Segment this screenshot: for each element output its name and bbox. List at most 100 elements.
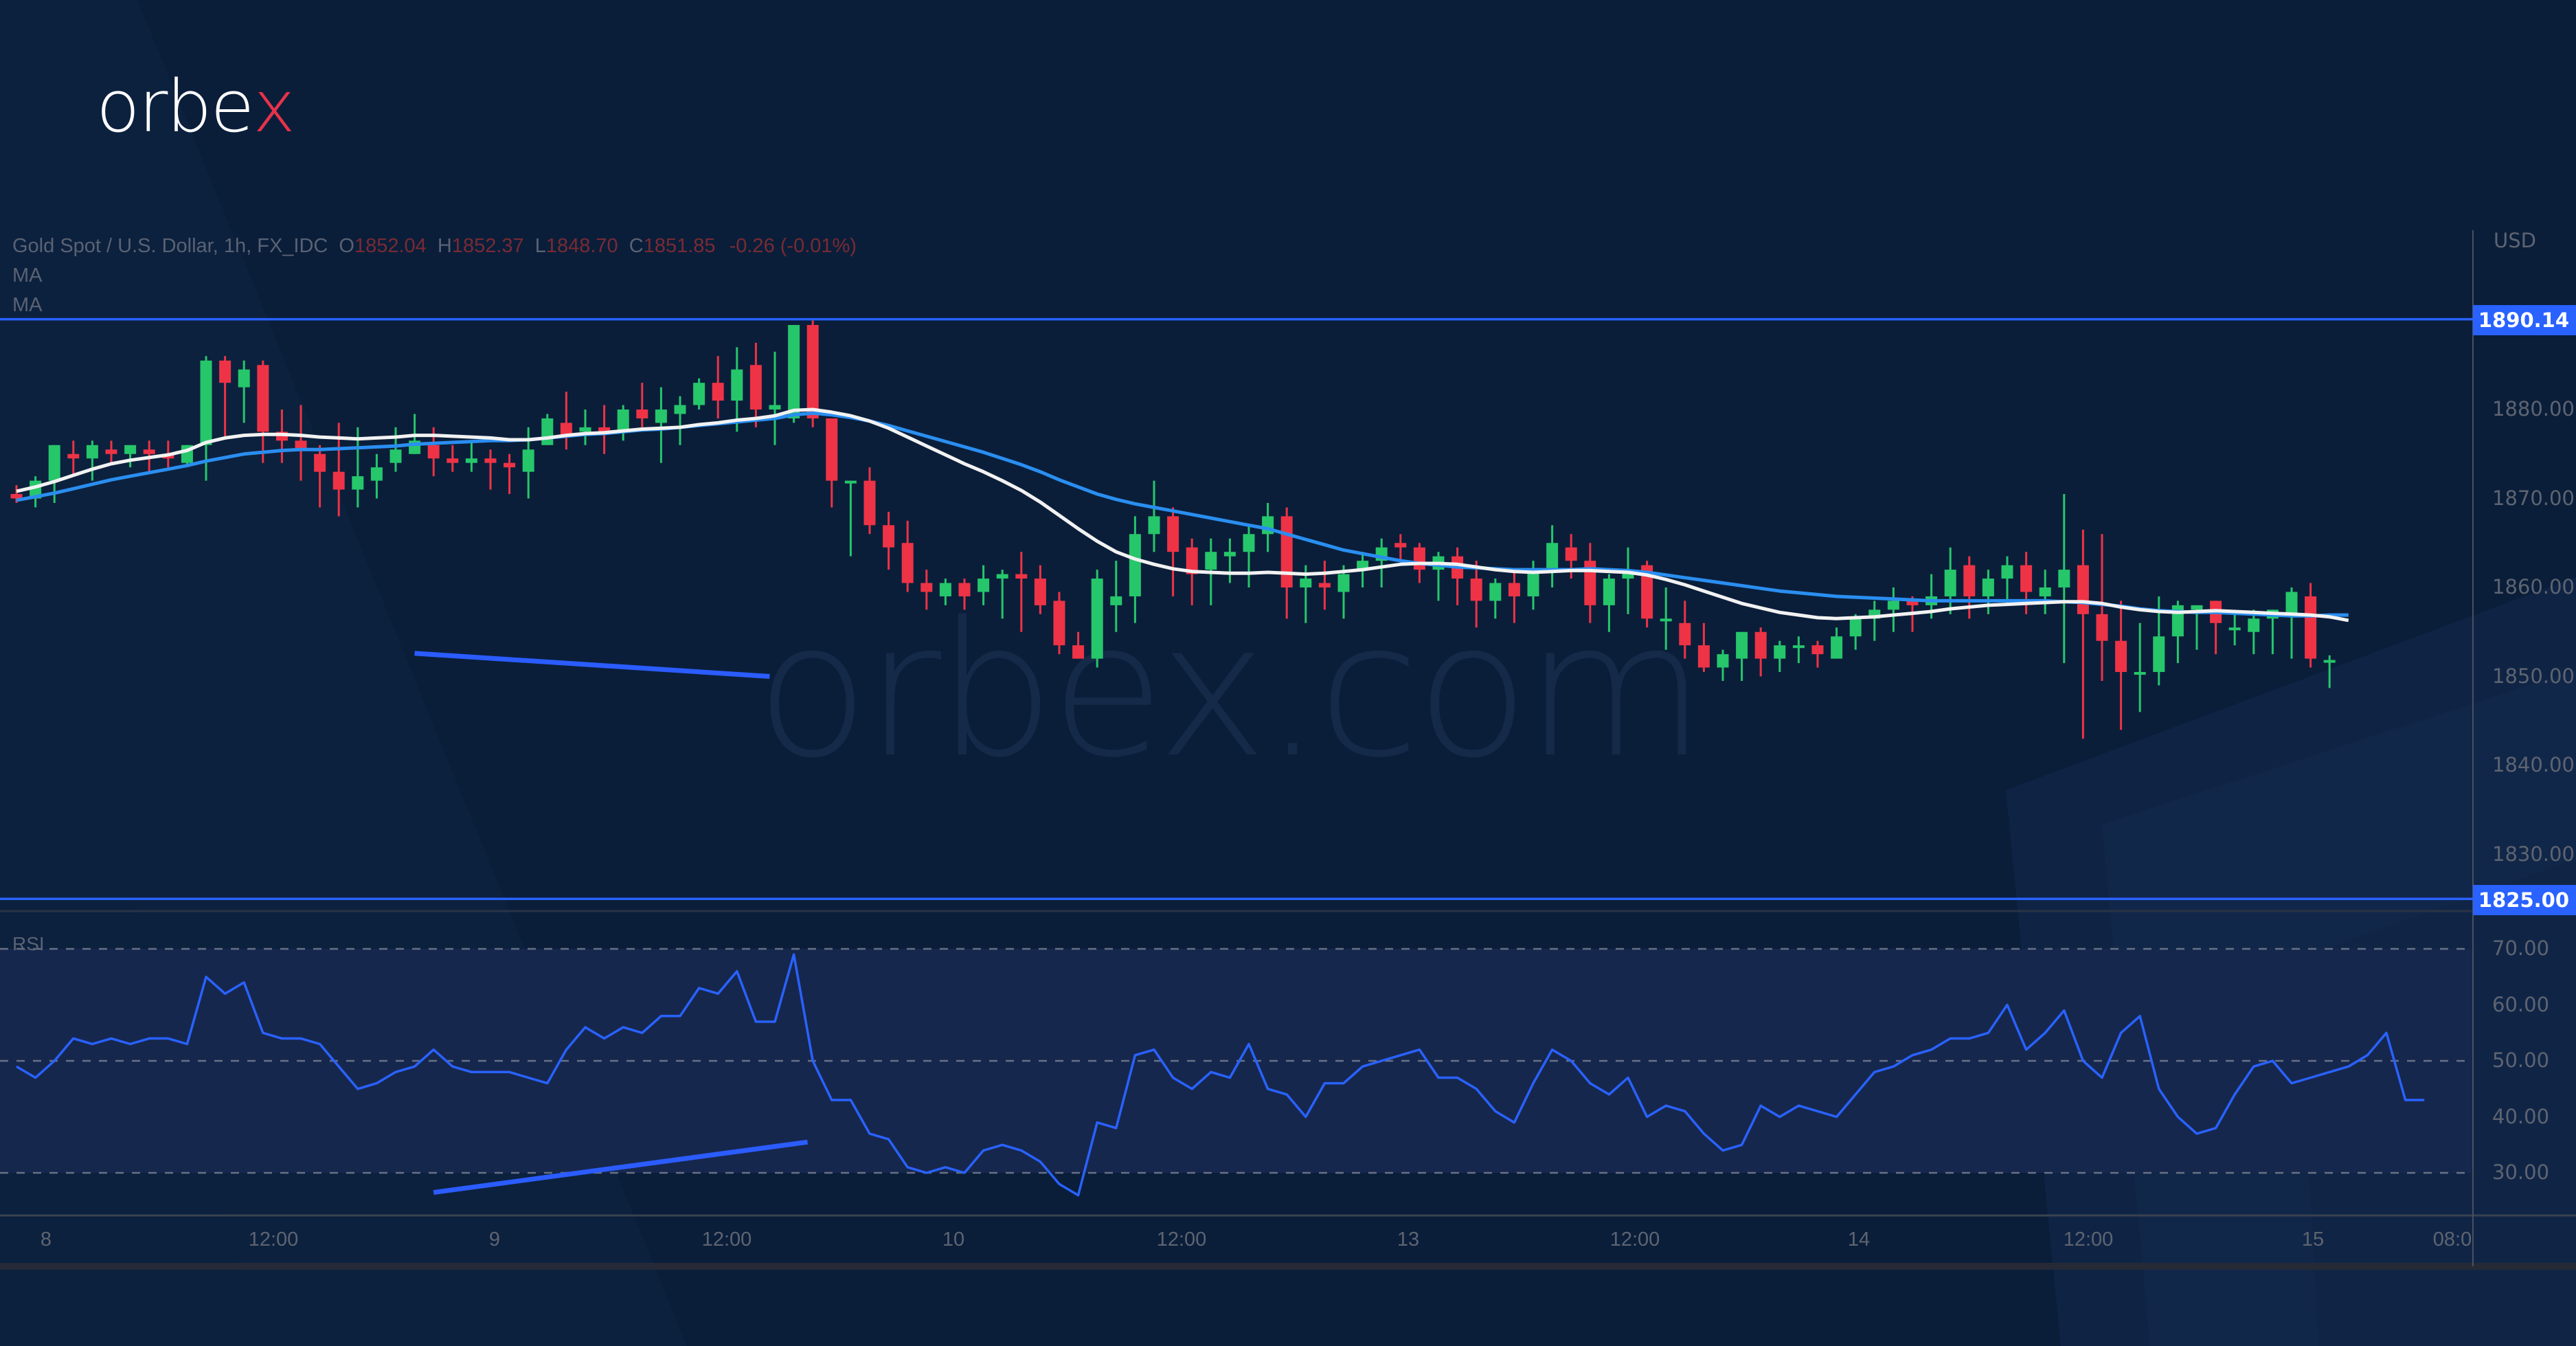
candle-down bbox=[447, 458, 459, 463]
candle-down bbox=[1470, 579, 1482, 601]
candle-up bbox=[2001, 565, 2013, 579]
time-tick: 12:00 bbox=[1156, 1229, 1207, 1250]
candle-down bbox=[143, 449, 155, 454]
candle-up bbox=[1660, 618, 1672, 622]
support-price-tag: 1825.00 bbox=[2473, 885, 2576, 915]
price-tick: 1840.00 bbox=[2492, 753, 2575, 776]
candle-up bbox=[238, 369, 250, 388]
price-tick: 1860.00 bbox=[2492, 575, 2575, 598]
rsi-tick: 30.00 bbox=[2492, 1160, 2550, 1184]
candle-up bbox=[2285, 592, 2298, 614]
indicator-ma-1[interactable]: MA bbox=[12, 265, 43, 287]
candle-down bbox=[427, 445, 440, 459]
candle-up bbox=[1982, 579, 1994, 596]
candle-down bbox=[1072, 645, 1085, 659]
candle-up bbox=[1489, 583, 1502, 601]
open-value: 1852.04 bbox=[354, 235, 427, 257]
symbol-title: Gold Spot / U.S. Dollar, 1h, FX_IDC bbox=[12, 235, 328, 257]
candle-down bbox=[2096, 614, 2108, 641]
time-tick: 12:00 bbox=[248, 1229, 299, 1250]
chart-legend: Gold Spot / U.S. Dollar, 1h, FX_IDC O185… bbox=[12, 232, 857, 320]
rsi-pane-label: RSI bbox=[12, 933, 45, 954]
rsi-tick: 60.00 bbox=[2492, 992, 2550, 1016]
candle-up bbox=[1736, 631, 1748, 659]
candle-down bbox=[1508, 583, 1520, 596]
candle-up bbox=[124, 445, 137, 454]
resistance-price-tag: 1890.14 bbox=[2473, 305, 2576, 335]
candle-down bbox=[67, 453, 80, 459]
candle-up bbox=[1831, 636, 1843, 659]
price-tick: 1830.00 bbox=[2492, 842, 2575, 866]
candle-down bbox=[636, 410, 648, 418]
candle-down bbox=[958, 583, 971, 596]
candle-down bbox=[257, 365, 269, 432]
candle-up bbox=[1792, 645, 1805, 649]
orbex-logo: orbe x bbox=[96, 65, 295, 148]
candle-down bbox=[332, 471, 345, 490]
price-tick: 1880.00 bbox=[2492, 397, 2575, 420]
time-tick: 15 bbox=[2301, 1229, 2325, 1250]
candle-up bbox=[1849, 618, 1862, 637]
candle-down bbox=[598, 427, 611, 432]
candle-up bbox=[1887, 601, 1899, 610]
candle-down bbox=[504, 462, 516, 468]
candle-down bbox=[1811, 645, 1824, 655]
low-value: 1848.70 bbox=[545, 235, 618, 257]
candle-down bbox=[2077, 565, 2089, 614]
candle-down bbox=[105, 449, 117, 454]
candle-up bbox=[1546, 543, 1559, 570]
candle-up bbox=[617, 410, 629, 432]
candle-down bbox=[1280, 516, 1293, 587]
time-tick: 12:00 bbox=[1609, 1229, 1660, 1250]
candle-down bbox=[2115, 640, 2127, 673]
candle-down bbox=[712, 383, 724, 401]
candle-up bbox=[86, 445, 98, 459]
ma-fast-line bbox=[16, 407, 2349, 622]
time-tick: 12:00 bbox=[2063, 1229, 2114, 1250]
candle-up bbox=[2058, 570, 2070, 587]
close-key: C bbox=[629, 235, 644, 257]
candle-up bbox=[731, 369, 743, 401]
candle-down bbox=[560, 423, 572, 436]
candle-down bbox=[484, 458, 497, 463]
logo-text-accent: x bbox=[253, 65, 295, 148]
candle-down bbox=[920, 583, 933, 592]
candle-down bbox=[1413, 547, 1425, 570]
price-tick: 1870.00 bbox=[2492, 486, 2575, 510]
candle-down bbox=[901, 543, 914, 583]
candle-down bbox=[826, 418, 838, 481]
logo-text-main: orbe bbox=[96, 65, 254, 148]
indicator-ma-2[interactable]: MA bbox=[12, 294, 43, 316]
rsi-tick: 40.00 bbox=[2492, 1104, 2550, 1128]
candle-up bbox=[1357, 561, 1369, 570]
candle-down bbox=[1697, 645, 1710, 668]
close-value: 1851.85 bbox=[643, 235, 716, 257]
candle-up bbox=[541, 418, 554, 445]
candle-down bbox=[806, 324, 819, 418]
candle-up bbox=[655, 410, 667, 423]
candle-down bbox=[1053, 601, 1065, 646]
candle-up bbox=[1774, 645, 1786, 659]
candle-down bbox=[10, 494, 23, 499]
candle-up bbox=[579, 427, 591, 432]
candle-up bbox=[788, 324, 800, 418]
candle-down bbox=[1394, 543, 1407, 548]
candle-down bbox=[1186, 547, 1198, 574]
candle-up bbox=[1603, 579, 1615, 605]
candle-up bbox=[2134, 672, 2146, 675]
candle-down bbox=[749, 365, 762, 410]
candle-up bbox=[1944, 570, 1956, 596]
candle-up bbox=[352, 476, 364, 490]
candle-up bbox=[48, 445, 60, 481]
candle-down bbox=[1679, 622, 1691, 646]
ma-slow-line bbox=[16, 411, 2349, 618]
candle-up bbox=[1148, 516, 1160, 535]
candle-up bbox=[2323, 660, 2336, 663]
candle-up bbox=[996, 574, 1008, 579]
candle-up bbox=[2248, 618, 2260, 632]
currency-label: USD bbox=[2494, 229, 2536, 252]
time-tick: 08:0 bbox=[2432, 1229, 2472, 1250]
candle-up bbox=[200, 360, 212, 445]
candle-up bbox=[2153, 636, 2165, 673]
